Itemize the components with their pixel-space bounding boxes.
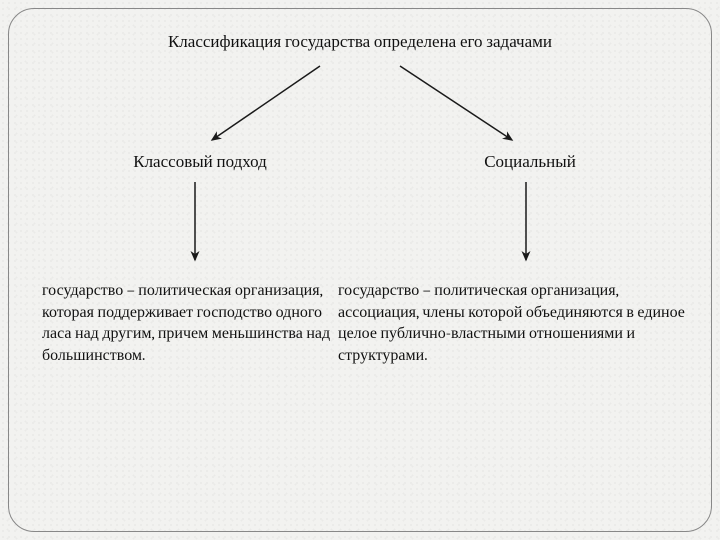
right-approach-description: государство – политическая организация, … xyxy=(338,280,688,366)
right-approach-label: Социальный xyxy=(440,152,620,172)
slide-frame xyxy=(8,8,712,532)
left-approach-description: государство – политическая организация, … xyxy=(42,280,332,366)
left-approach-label: Классовый подход xyxy=(100,152,300,172)
diagram-title: Классификация государства определена его… xyxy=(0,32,720,52)
